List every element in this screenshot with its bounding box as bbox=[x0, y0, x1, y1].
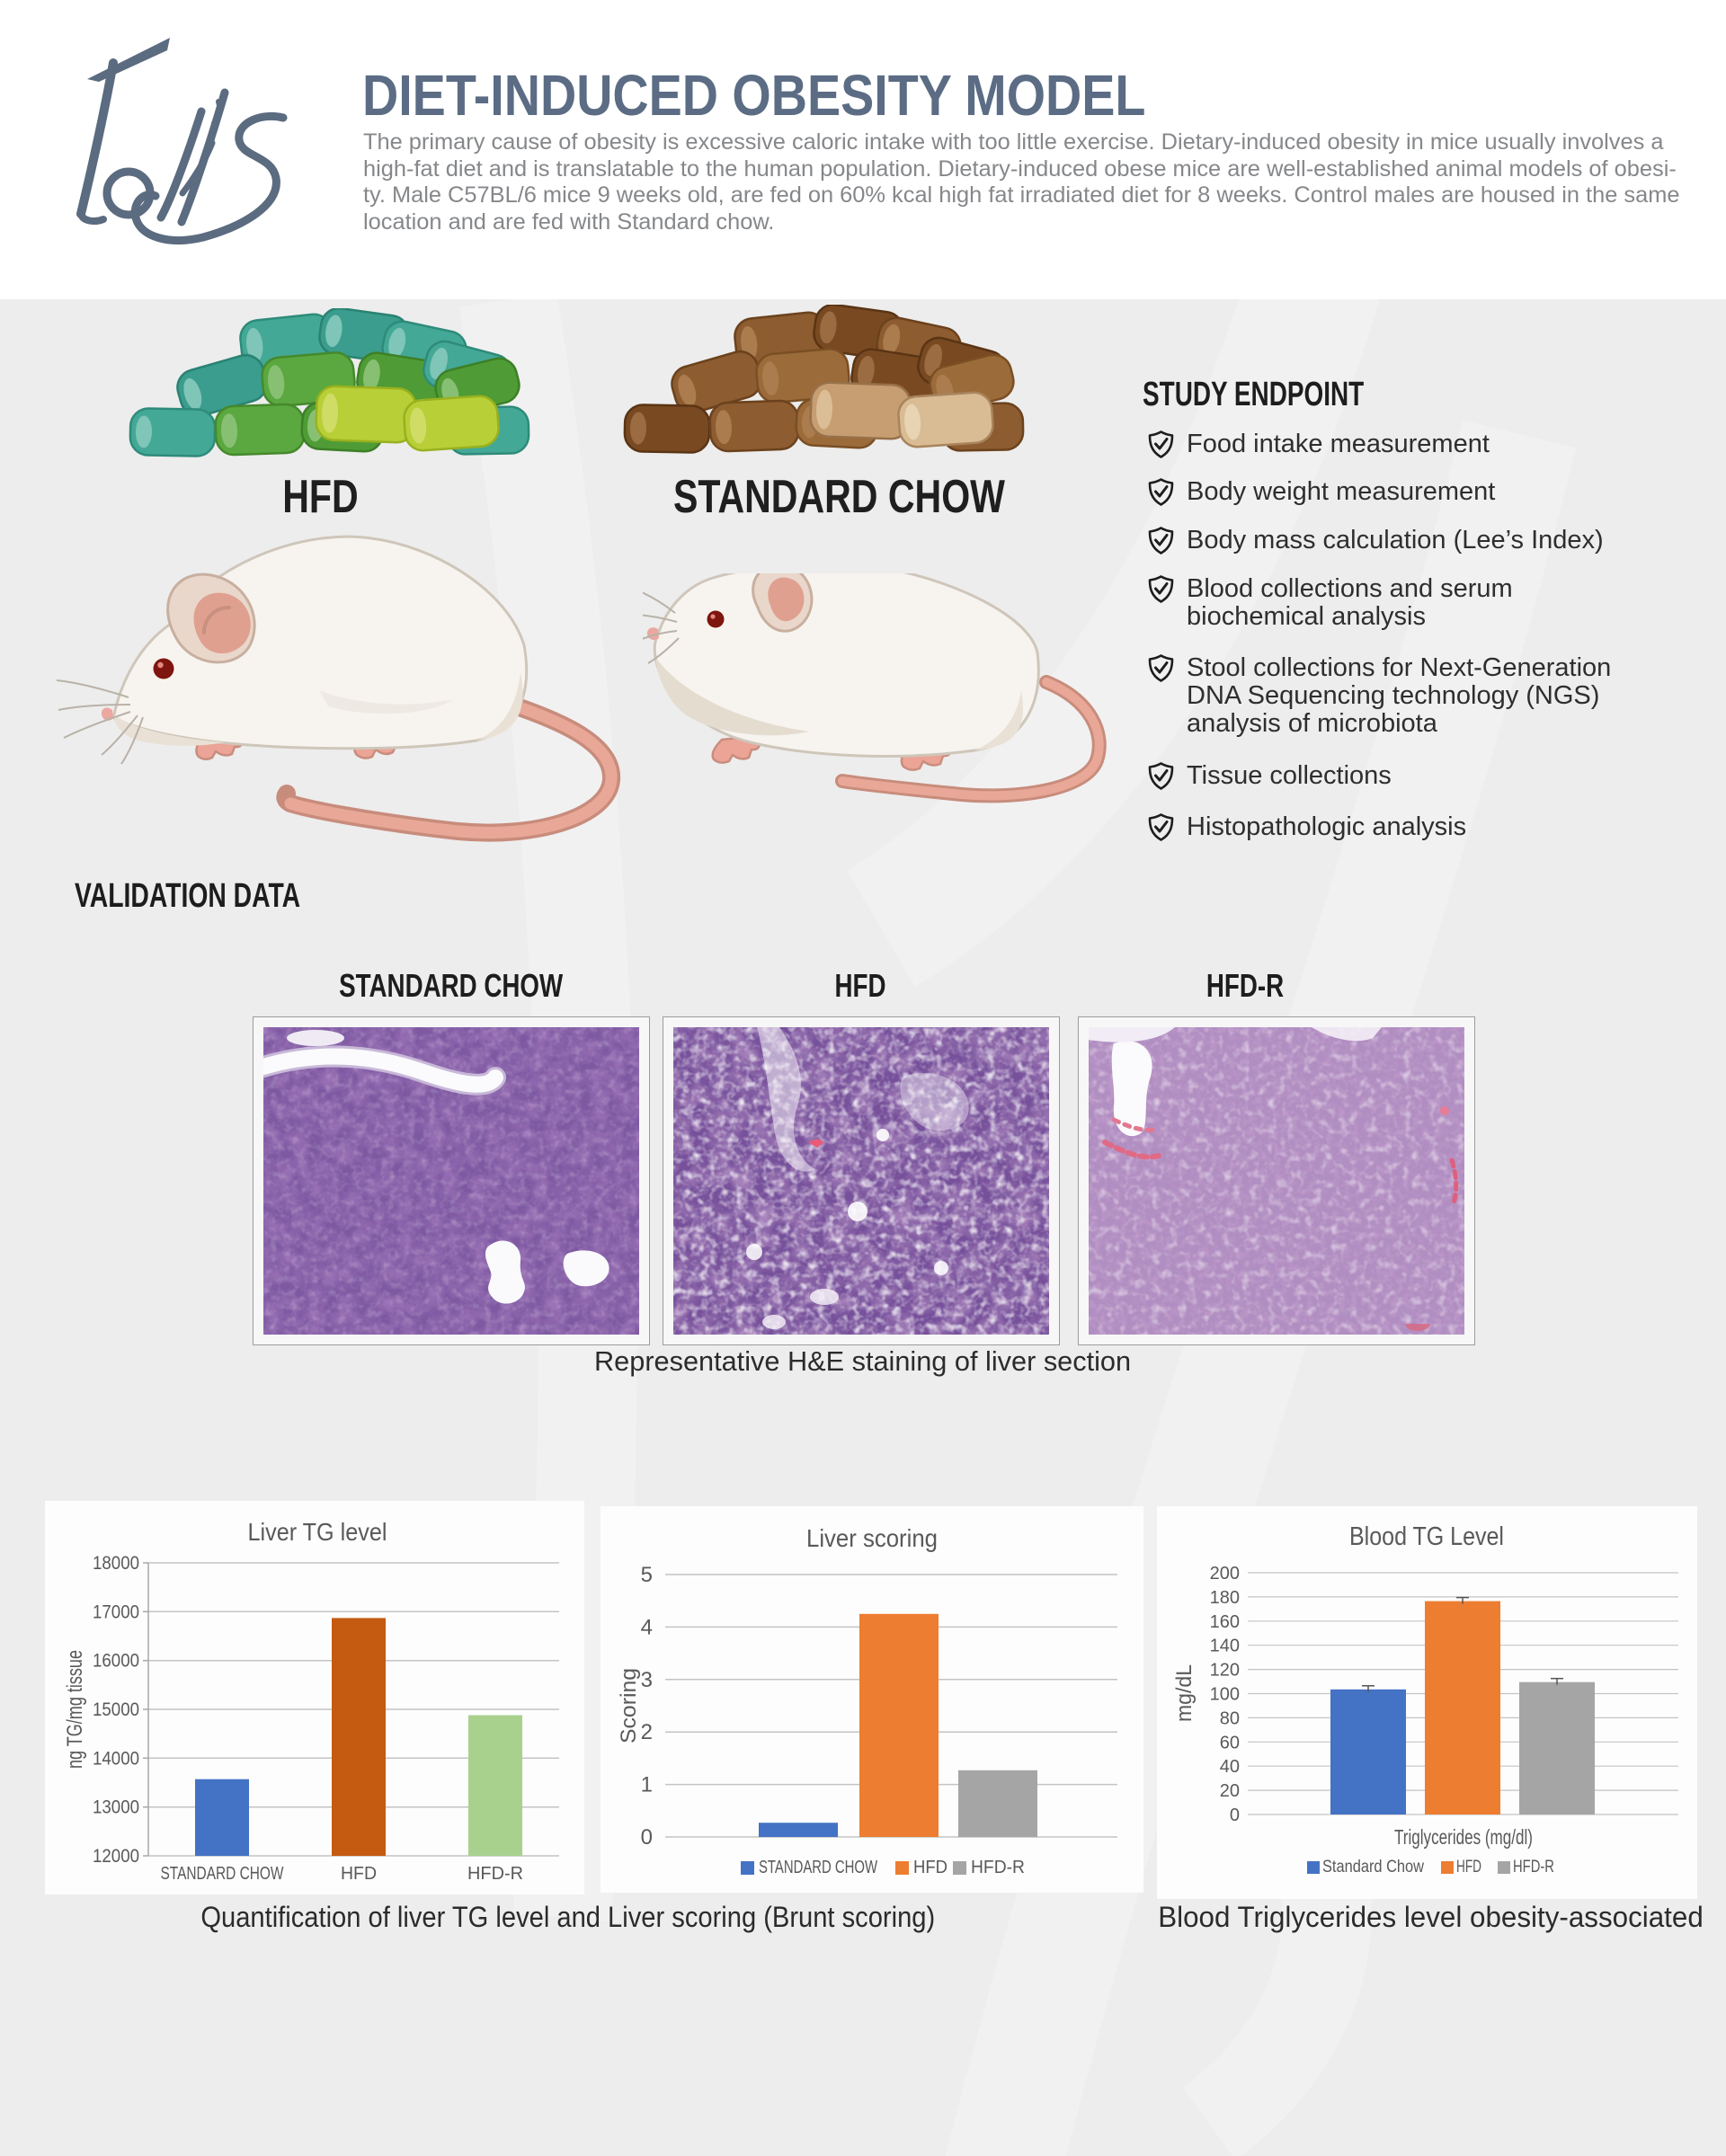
svg-text:80: 80 bbox=[1220, 1708, 1240, 1728]
svg-text:0: 0 bbox=[641, 1825, 653, 1850]
svg-text:HFD: HFD bbox=[913, 1858, 948, 1877]
svg-text:HFD-R: HFD-R bbox=[467, 1864, 523, 1884]
svg-text:ng TG/mg tissue: ng TG/mg tissue bbox=[63, 1650, 87, 1769]
svg-text:15000: 15000 bbox=[93, 1699, 139, 1720]
svg-text:Blood TG Level: Blood TG Level bbox=[1349, 1522, 1504, 1551]
svg-text:160: 160 bbox=[1210, 1612, 1240, 1632]
svg-text:HFD: HFD bbox=[1456, 1858, 1481, 1877]
svg-text:Standard Chow: Standard Chow bbox=[1322, 1858, 1424, 1877]
svg-text:1: 1 bbox=[641, 1773, 653, 1797]
svg-text:140: 140 bbox=[1210, 1637, 1240, 1656]
svg-text:12000: 12000 bbox=[93, 1846, 139, 1867]
svg-text:Liver TG level: Liver TG level bbox=[248, 1518, 387, 1546]
svg-text:HFD-R: HFD-R bbox=[1513, 1858, 1554, 1877]
svg-text:17000: 17000 bbox=[93, 1601, 139, 1622]
svg-text:18000: 18000 bbox=[93, 1553, 139, 1574]
svg-text:120: 120 bbox=[1210, 1661, 1240, 1681]
svg-text:STANDARD CHOW: STANDARD CHOW bbox=[759, 1858, 877, 1877]
svg-text:Scoring: Scoring bbox=[617, 1668, 641, 1743]
svg-text:4: 4 bbox=[641, 1615, 653, 1639]
svg-text:2: 2 bbox=[641, 1720, 653, 1744]
svg-text:40: 40 bbox=[1220, 1757, 1240, 1777]
svg-text:100: 100 bbox=[1210, 1685, 1240, 1705]
svg-text:HFD-R: HFD-R bbox=[971, 1858, 1025, 1877]
svg-text:mg/dL: mg/dL bbox=[1172, 1664, 1197, 1722]
svg-text:180: 180 bbox=[1210, 1588, 1240, 1608]
svg-text:HFD: HFD bbox=[341, 1864, 377, 1884]
svg-text:5: 5 bbox=[641, 1563, 653, 1587]
svg-text:14000: 14000 bbox=[93, 1748, 139, 1769]
svg-text:16000: 16000 bbox=[93, 1651, 139, 1672]
svg-text:STANDARD CHOW: STANDARD CHOW bbox=[161, 1864, 284, 1884]
svg-text:0: 0 bbox=[1230, 1806, 1240, 1825]
svg-text:13000: 13000 bbox=[93, 1797, 139, 1818]
svg-text:20: 20 bbox=[1220, 1781, 1240, 1801]
svg-text:60: 60 bbox=[1220, 1733, 1240, 1752]
svg-text:Liver scoring: Liver scoring bbox=[806, 1524, 938, 1552]
svg-text:200: 200 bbox=[1210, 1564, 1240, 1584]
svg-text:Triglycerides (mg/dl): Triglycerides (mg/dl) bbox=[1394, 1825, 1533, 1849]
svg-text:3: 3 bbox=[641, 1668, 653, 1692]
